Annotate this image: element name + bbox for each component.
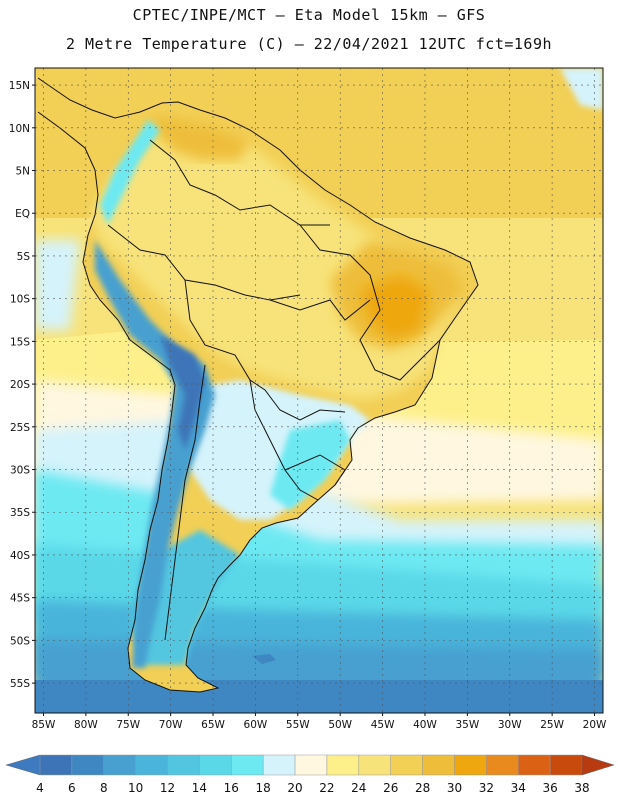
border-chile-argentina	[164, 364, 206, 641]
color-legend-label: 28	[415, 781, 430, 795]
color-legend-bin	[167, 754, 200, 776]
color-legend-label: 36	[542, 781, 557, 795]
lon-label: 55W	[286, 719, 310, 731]
color-legend-over-arrow	[581, 754, 615, 776]
lon-label: 35W	[455, 719, 479, 731]
color-legend-bin	[103, 754, 136, 776]
lat-label: 15N	[9, 80, 30, 92]
lon-label: 85W	[32, 719, 56, 731]
border-argentina-paraguay	[249, 379, 319, 501]
color-legend: 4 6 8 10 12 14 16 18 20 22 24 26 28 30 32 34 36 38	[5, 754, 615, 795]
color-legend-label: 6	[68, 781, 76, 795]
peru-coast-cool	[35, 240, 80, 330]
falkland-islands	[252, 654, 276, 664]
lat-label: 15S	[10, 336, 30, 348]
lon-label: 70W	[159, 719, 183, 731]
lon-label: 25W	[540, 719, 564, 731]
color-legend-label: 26	[383, 781, 398, 795]
color-legend-label: 4	[36, 781, 44, 795]
color-legend-label: 16	[224, 781, 239, 795]
graticule	[35, 68, 603, 713]
lat-label: EQ	[15, 208, 30, 220]
color-legend-bin	[390, 754, 423, 776]
color-legend-under-arrow	[5, 754, 41, 776]
latitude-labels: 15N 10N 5N EQ 5S 10S 15S 20S 25S 30S 35S 40S 45S 50S 5…	[9, 80, 35, 690]
temperature-map: 15N 10N 5N EQ 5S 10S 15S 20S 25S 30S 35S 40S 45S 50S 5…	[9, 67, 607, 731]
map-title-line1: CPTEC/INPE/MCT – Eta Model 15km – GFS	[132, 6, 486, 24]
lat-label: 25S	[10, 422, 30, 434]
lon-label: 50W	[328, 719, 352, 731]
map-title-line2: 2 Metre Temperature (C) – 22/04/2021 12U…	[65, 35, 553, 53]
lat-label: 35S	[10, 507, 30, 519]
color-legend-bin	[135, 754, 168, 776]
lon-label: 65W	[201, 719, 225, 731]
border-brazil-states	[299, 224, 441, 381]
color-legend-bin	[422, 754, 455, 776]
lat-label: 10S	[10, 294, 30, 306]
color-legend-label: 18	[256, 781, 271, 795]
caribbean-cool	[560, 68, 603, 110]
ocean-band-6	[35, 680, 603, 713]
lat-label: 30S	[10, 465, 30, 477]
color-legend-bin	[71, 754, 105, 776]
lat-label: 55S	[10, 678, 30, 690]
lat-label: 45S	[10, 593, 30, 605]
color-legend-bin	[486, 754, 519, 776]
color-legend-bin	[549, 754, 583, 776]
border-states-2	[269, 299, 371, 321]
lon-label: 30W	[498, 719, 522, 731]
lon-label: 75W	[116, 719, 140, 731]
longitude-labels: 85W 80W 75W 70W 65W 60W 55W 50W 45W 40W 35W 30W 25W 2…	[32, 713, 607, 731]
color-legend-bin	[454, 754, 487, 776]
altiplano-cold	[160, 335, 205, 450]
lat-label: 5N	[15, 166, 30, 178]
color-legend-bin	[358, 754, 391, 776]
lon-label: 60W	[244, 719, 268, 731]
color-legend-label: 14	[192, 781, 207, 795]
coastline	[37, 77, 479, 693]
color-legend-label: 22	[319, 781, 334, 795]
andes-north	[100, 120, 160, 225]
lon-label: 20W	[583, 719, 607, 731]
color-legend-bin	[294, 754, 328, 776]
land-venezuela-hot	[150, 115, 250, 160]
color-legend-label: 34	[511, 781, 526, 795]
lat-label: 10N	[9, 123, 30, 135]
lat-label: 20S	[10, 379, 30, 391]
color-legend-label: 32	[479, 781, 494, 795]
land-south-brazil-16	[270, 420, 350, 510]
color-legend-label: 20	[287, 781, 302, 795]
lat-label: 5S	[17, 251, 31, 263]
temperature-field	[35, 68, 603, 713]
color-legend-labels: 4 6 8 10 12 14 16 18 20 22 24 26 28 30 32 34 36 38	[36, 781, 589, 795]
color-legend-label: 10	[128, 781, 143, 795]
border-north	[149, 139, 330, 226]
border-peru-brazil	[107, 224, 301, 301]
lat-label: 40S	[10, 550, 30, 562]
color-legend-bin	[326, 754, 360, 776]
color-legend-label: 38	[574, 781, 589, 795]
political-borders	[37, 77, 479, 693]
color-legend-bin	[231, 754, 264, 776]
lat-label: 50S	[10, 635, 30, 647]
color-legend-bin	[262, 754, 296, 776]
color-legend-bins	[5, 754, 615, 776]
color-legend-label: 12	[160, 781, 175, 795]
plot-frame	[34, 67, 604, 714]
lon-label: 40W	[413, 719, 437, 731]
color-legend-bin	[517, 754, 551, 776]
color-legend-label: 30	[447, 781, 462, 795]
color-legend-bin	[199, 754, 232, 776]
lon-label: 45W	[371, 719, 395, 731]
color-legend-bin	[39, 754, 73, 776]
lon-label: 80W	[74, 719, 98, 731]
color-legend-label: 24	[351, 781, 366, 795]
border-bolivia	[184, 279, 346, 421]
land-northeast-30	[360, 275, 430, 340]
color-legend-label: 8	[100, 781, 108, 795]
